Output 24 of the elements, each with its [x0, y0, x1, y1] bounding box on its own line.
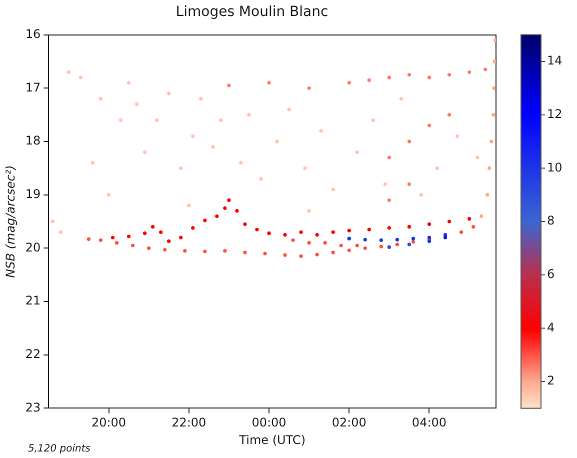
x-tick-label: 22:00: [172, 416, 206, 430]
y-tick-label: 22: [25, 346, 41, 361]
x-axis-title: Time (UTC): [238, 432, 306, 447]
color-bar-label: 12: [547, 106, 562, 121]
y-tick-label: 23: [25, 400, 41, 414]
y-tick-label: 16: [25, 26, 41, 41]
text: 5,120 points: [28, 444, 91, 455]
y-axis-title: NSB (mag/arcsec²): [3, 165, 18, 278]
color-bar-label: 4: [547, 320, 555, 334]
y-tick-label: 21: [25, 294, 41, 308]
x-tick-label: 20:00: [91, 416, 126, 430]
y-tick-label: 19: [25, 186, 41, 201]
color-bar-label: 8: [547, 214, 555, 228]
x-tick-label: 04:00: [412, 416, 447, 430]
color-bar-label: 6: [547, 266, 555, 281]
y-tick-label: 17: [25, 80, 41, 94]
chart-title: Limoges Moulin Blanc: [176, 4, 328, 20]
y-tick-label: 18: [25, 134, 41, 148]
y-tick-label: 20: [25, 240, 41, 254]
x-tick-label: 00:00: [252, 416, 286, 430]
color-bar-label: 10: [547, 160, 562, 174]
color-bar-label: 2: [547, 374, 555, 388]
color-bar-label: 14: [547, 54, 562, 68]
x-tick-label: 02:00: [332, 416, 366, 430]
